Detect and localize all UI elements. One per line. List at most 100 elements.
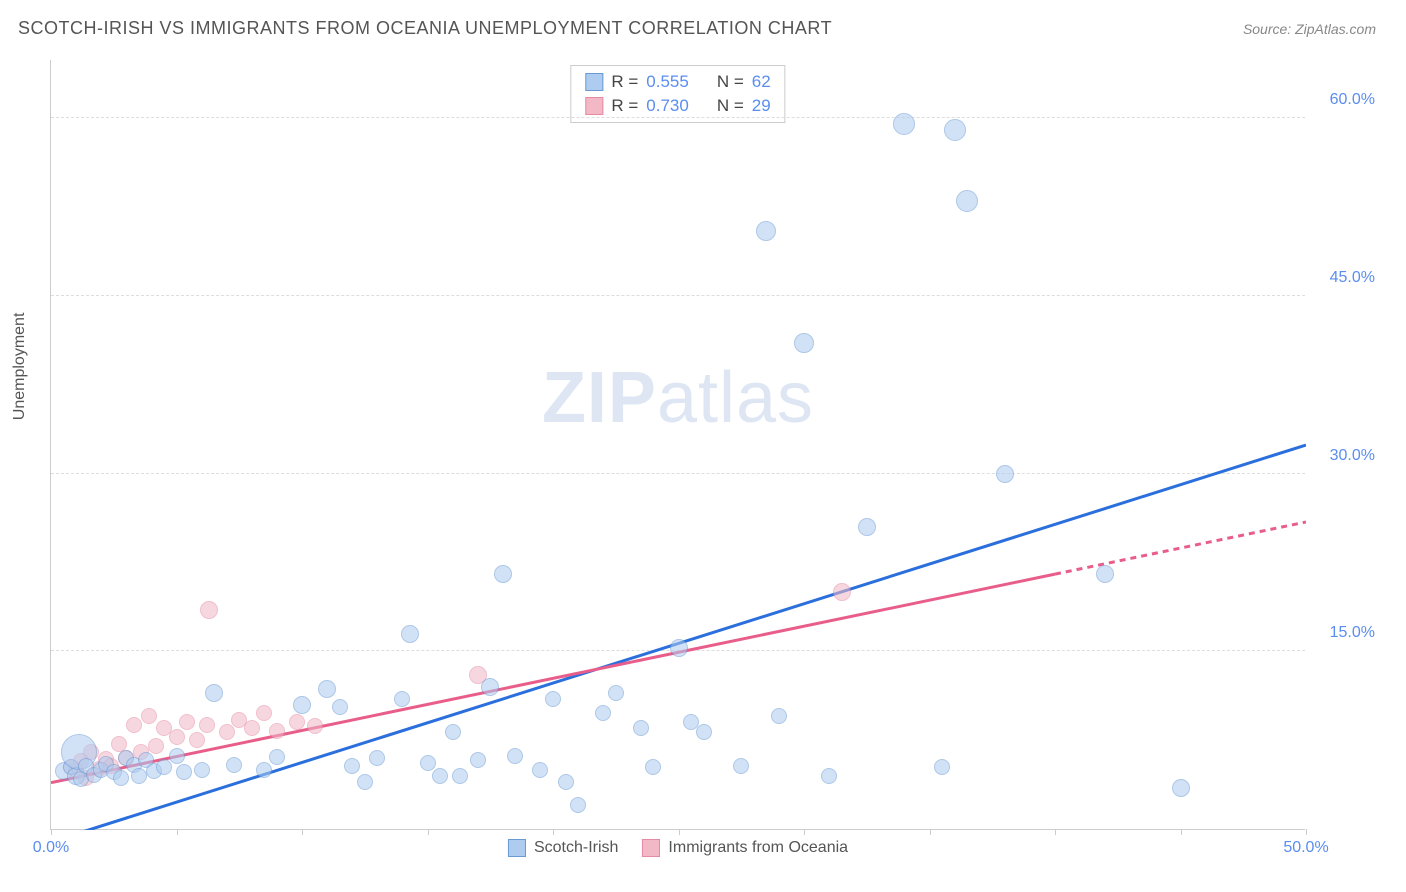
scatter-point bbox=[289, 714, 305, 730]
scatter-point bbox=[126, 717, 142, 733]
scatter-point bbox=[595, 705, 611, 721]
legend-label: Immigrants from Oceania bbox=[668, 839, 848, 857]
scatter-point bbox=[633, 720, 649, 736]
scatter-point bbox=[293, 696, 311, 714]
stat-n-value: 62 bbox=[752, 72, 771, 92]
x-tick-label: 0.0% bbox=[33, 839, 69, 857]
x-tick bbox=[804, 829, 805, 835]
y-tick-label: 45.0% bbox=[1315, 269, 1375, 287]
scatter-point bbox=[481, 678, 499, 696]
scatter-point bbox=[318, 680, 336, 698]
scatter-point bbox=[996, 465, 1014, 483]
scatter-point bbox=[507, 748, 523, 764]
x-tick-label: 50.0% bbox=[1283, 839, 1328, 857]
scatter-point bbox=[645, 759, 661, 775]
scatter-point bbox=[893, 113, 915, 135]
y-axis-label: Unemployment bbox=[11, 313, 29, 421]
watermark-zip: ZIP bbox=[542, 358, 657, 438]
scatter-point bbox=[756, 221, 776, 241]
scatter-point bbox=[532, 762, 548, 778]
scatter-point bbox=[194, 762, 210, 778]
scatter-point bbox=[570, 797, 586, 813]
scatter-point bbox=[696, 724, 712, 740]
scatter-point bbox=[445, 724, 461, 740]
watermark-atlas: atlas bbox=[657, 358, 814, 438]
scatter-point bbox=[226, 757, 242, 773]
scatter-point bbox=[307, 718, 323, 734]
x-tick bbox=[679, 829, 680, 835]
scatter-point bbox=[794, 333, 814, 353]
legend-swatch bbox=[508, 839, 526, 857]
scatter-point bbox=[189, 732, 205, 748]
legend-label: Scotch-Irish bbox=[534, 839, 618, 857]
scatter-point bbox=[131, 768, 147, 784]
scatter-point bbox=[545, 691, 561, 707]
source-attribution: Source: ZipAtlas.com bbox=[1243, 21, 1376, 37]
stat-n-value: 29 bbox=[752, 96, 771, 116]
scatter-point bbox=[432, 768, 448, 784]
scatter-point bbox=[394, 691, 410, 707]
stats-row: R = 0.730 N = 29 bbox=[585, 94, 770, 118]
scatter-point bbox=[420, 755, 436, 771]
scatter-point bbox=[269, 723, 285, 739]
stats-row: R = 0.555 N = 62 bbox=[585, 70, 770, 94]
scatter-point bbox=[833, 583, 851, 601]
scatter-point bbox=[608, 685, 624, 701]
bottom-legend: Scotch-Irish Immigrants from Oceania bbox=[508, 839, 848, 857]
scatter-point bbox=[205, 684, 223, 702]
x-tick bbox=[1055, 829, 1056, 835]
stats-box: R = 0.555 N = 62 R = 0.730 N = 29 bbox=[570, 65, 785, 123]
x-tick bbox=[302, 829, 303, 835]
scatter-point bbox=[944, 119, 966, 141]
source-prefix: Source: bbox=[1243, 21, 1295, 37]
watermark: ZIPatlas bbox=[542, 357, 814, 439]
grid-line bbox=[51, 295, 1305, 296]
scatter-point bbox=[733, 758, 749, 774]
scatter-point bbox=[244, 720, 260, 736]
scatter-point bbox=[821, 768, 837, 784]
scatter-point bbox=[179, 714, 195, 730]
scatter-point bbox=[558, 774, 574, 790]
plot-area: ZIPatlas R =0.555N =62R =0.730N =29 Scot… bbox=[50, 60, 1305, 830]
x-tick bbox=[553, 829, 554, 835]
scatter-point bbox=[176, 764, 192, 780]
stat-r-value: 0.555 bbox=[646, 72, 689, 92]
scatter-point bbox=[344, 758, 360, 774]
x-tick bbox=[1306, 829, 1307, 835]
legend-swatch bbox=[585, 73, 603, 91]
scatter-point bbox=[1096, 565, 1114, 583]
scatter-point bbox=[256, 705, 272, 721]
scatter-point bbox=[219, 724, 235, 740]
scatter-point bbox=[269, 749, 285, 765]
scatter-point bbox=[494, 565, 512, 583]
legend-item: Scotch-Irish bbox=[508, 839, 618, 857]
scatter-point bbox=[199, 717, 215, 733]
y-tick-label: 15.0% bbox=[1315, 624, 1375, 642]
scatter-point bbox=[256, 762, 272, 778]
scatter-point bbox=[771, 708, 787, 724]
stat-r-label: R = bbox=[611, 96, 638, 116]
scatter-point bbox=[169, 748, 185, 764]
scatter-point bbox=[934, 759, 950, 775]
scatter-point bbox=[369, 750, 385, 766]
scatter-point bbox=[141, 708, 157, 724]
scatter-point bbox=[148, 738, 164, 754]
stat-n-label: N = bbox=[717, 72, 744, 92]
stat-r-label: R = bbox=[611, 72, 638, 92]
x-tick bbox=[51, 829, 52, 835]
scatter-point bbox=[401, 625, 419, 643]
scatter-point bbox=[169, 729, 185, 745]
chart-container: Unemployment ZIPatlas R =0.555N =62R =0.… bbox=[50, 60, 1380, 870]
scatter-point bbox=[470, 752, 486, 768]
legend-swatch bbox=[642, 839, 660, 857]
chart-title: SCOTCH-IRISH VS IMMIGRANTS FROM OCEANIA … bbox=[18, 18, 832, 39]
stat-n-label: N = bbox=[717, 96, 744, 116]
y-tick-label: 60.0% bbox=[1315, 91, 1375, 109]
x-tick bbox=[177, 829, 178, 835]
grid-line bbox=[51, 473, 1305, 474]
stat-r-value: 0.730 bbox=[646, 96, 689, 116]
scatter-point bbox=[858, 518, 876, 536]
y-tick-label: 30.0% bbox=[1315, 447, 1375, 465]
x-tick bbox=[930, 829, 931, 835]
x-tick bbox=[1181, 829, 1182, 835]
